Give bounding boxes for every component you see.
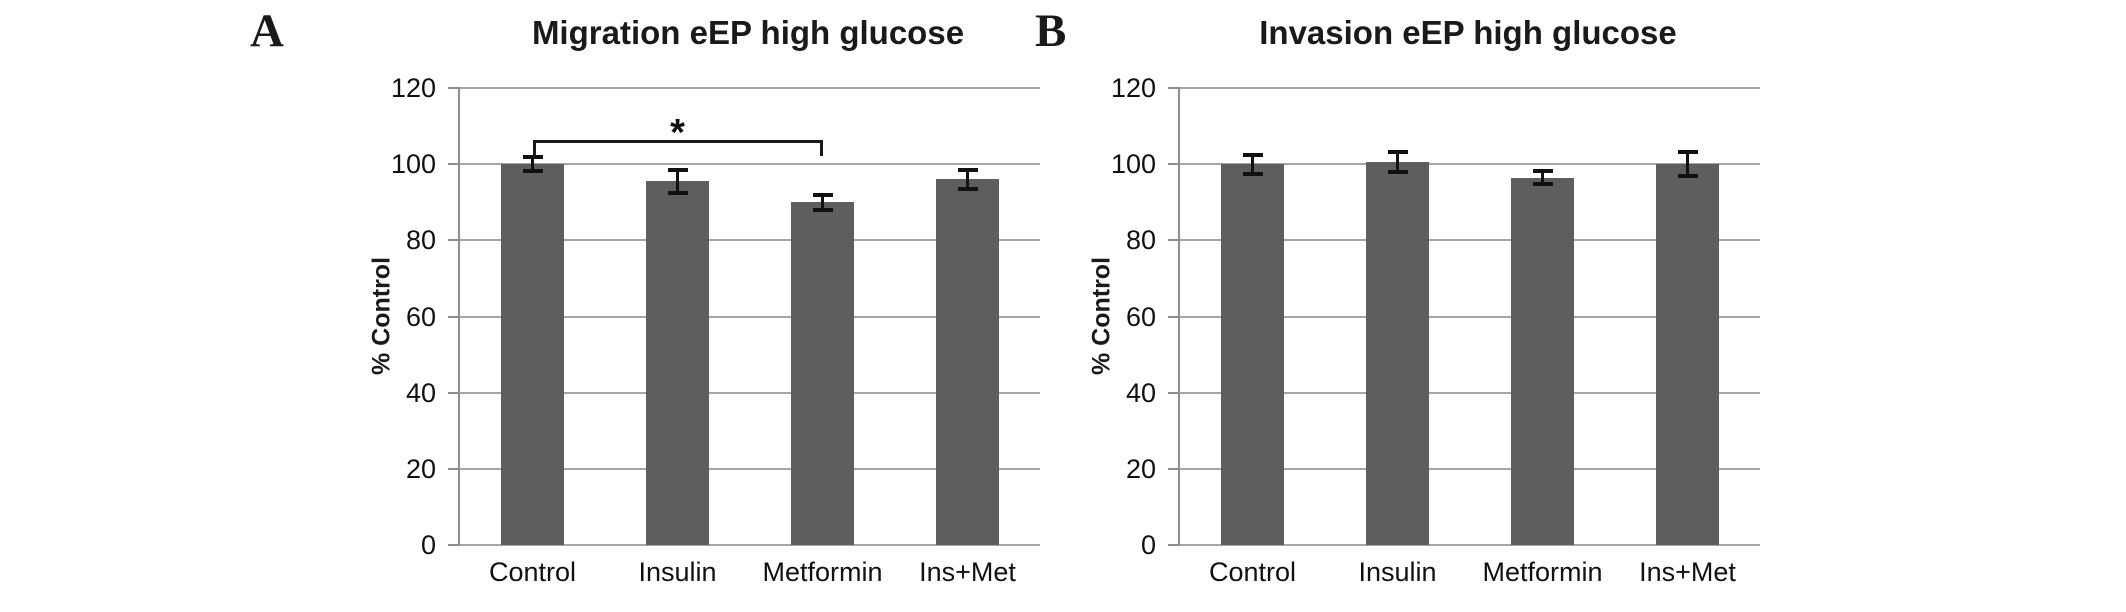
y-tick-mark-80 [1168, 239, 1180, 242]
y-tick-mark-80 [448, 239, 460, 242]
error-bar-ins-met [966, 169, 969, 189]
gridline-60 [1180, 315, 1760, 318]
panel-b-chart-title: Invasion eEP high glucose [1259, 14, 1677, 51]
y-tick-mark-120 [448, 87, 460, 89]
gridline-20 [1180, 467, 1760, 470]
panel-a: A Migration eEP high glucose % Control 0… [245, 8, 1045, 608]
error-bar-cap-bottom-ins-met [957, 186, 978, 191]
y-tick-label-100: 100 [390, 149, 436, 180]
x-tick-label-insulin: Insulin [1358, 557, 1437, 587]
x-tick-label-control: Control [1208, 557, 1297, 587]
y-tick-mark-0 [1168, 544, 1180, 546]
y-tick-label-40: 40 [1125, 377, 1156, 408]
x-tick-label-metformin: Metformin [1482, 557, 1603, 587]
y-tick-mark-40 [448, 391, 460, 394]
gridline-0 [1180, 544, 1760, 546]
y-tick-mark-20 [1168, 467, 1180, 470]
significance-bracket [532, 140, 823, 157]
error-bar-insulin [676, 169, 679, 193]
y-tick-label-60: 60 [405, 301, 436, 332]
gridline-100 [460, 163, 1040, 166]
y-tick-label-20: 20 [1125, 453, 1156, 484]
y-tick-mark-120 [1168, 87, 1180, 89]
bar-metformin [791, 202, 854, 545]
error-bar-cap-bottom-control [1242, 171, 1263, 176]
bar-insulin [646, 181, 709, 545]
x-tick-label-insulin: Insulin [638, 557, 717, 587]
y-tick-mark-60 [1168, 315, 1180, 318]
error-bar-cap-top-metformin [812, 192, 833, 197]
error-bar-ins-met [1686, 151, 1689, 177]
gridline-60 [460, 315, 1040, 318]
x-tick-label-metformin: Metformin [762, 557, 883, 587]
gridline-80 [1180, 239, 1760, 242]
y-tick-label-100: 100 [1110, 149, 1156, 180]
y-tick-mark-100 [448, 163, 460, 166]
y-tick-label-60: 60 [1125, 301, 1156, 332]
x-tick-label-ins-met: Ins+Met [1639, 557, 1736, 587]
error-bar-metformin [821, 194, 824, 210]
y-tick-label-80: 80 [1125, 225, 1156, 256]
gridline-40 [1180, 391, 1760, 394]
bar-ins-met [936, 179, 999, 545]
error-bar-cap-bottom-metformin [812, 207, 833, 212]
error-bar-cap-bottom-insulin [667, 190, 688, 195]
y-tick-mark-20 [448, 467, 460, 470]
y-tick-label-120: 120 [390, 73, 436, 103]
error-bar-control [531, 157, 534, 171]
y-tick-label-40: 40 [405, 377, 436, 408]
error-bar-insulin [1396, 152, 1399, 173]
y-tick-mark-100 [1168, 163, 1180, 166]
error-bar-cap-top-insulin [667, 167, 688, 172]
error-bar-cap-top-insulin [1387, 150, 1408, 155]
y-tick-label-120: 120 [1110, 73, 1156, 103]
error-bar-cap-top-control [522, 155, 543, 160]
panel-a-label: A [250, 5, 284, 57]
x-tick-label-ins-met: Ins+Met [919, 557, 1016, 587]
gridline-20 [460, 467, 1040, 470]
gridline-40 [460, 391, 1040, 394]
gridline-100 [1180, 163, 1760, 166]
gridline-120 [460, 87, 1040, 89]
error-bar-cap-bottom-metformin [1532, 182, 1553, 187]
gridline-0 [460, 544, 1040, 546]
y-tick-label-80: 80 [405, 225, 436, 256]
y-tick-mark-60 [448, 315, 460, 318]
error-bar-cap-top-metformin [1532, 168, 1553, 173]
panel-b-label: B [1035, 5, 1067, 57]
bar-control [501, 164, 564, 545]
error-bar-cap-top-control [1242, 152, 1263, 157]
error-bar-cap-top-ins-met [957, 167, 978, 172]
error-bar-cap-bottom-ins-met [1677, 174, 1698, 179]
y-tick-label-20: 20 [405, 453, 436, 484]
error-bar-control [1251, 154, 1254, 174]
gridline-120 [1180, 87, 1760, 89]
gridline-80 [460, 239, 1040, 242]
y-tick-label-0: 0 [420, 530, 436, 560]
bar-control [1221, 164, 1284, 545]
panel-a-chart-title: Migration eEP high glucose [531, 14, 965, 51]
error-bar-cap-bottom-control [522, 169, 543, 174]
x-tick-label-control: Control [488, 557, 577, 587]
bar-insulin [1366, 162, 1429, 545]
y-tick-mark-40 [1168, 391, 1180, 394]
bar-ins-met [1656, 164, 1719, 545]
error-bar-cap-bottom-insulin [1387, 170, 1408, 175]
error-bar-cap-top-ins-met [1677, 149, 1698, 154]
y-tick-label-0: 0 [1140, 530, 1156, 560]
panel-a-plot-area: 0 20 40 60 80 100 120 Control Insulin Metformin In… [391, 75, 1040, 587]
bar-metformin [1511, 177, 1574, 545]
error-bar-metformin [1541, 170, 1544, 185]
y-tick-mark-0 [448, 544, 460, 546]
panel-b-plot-area: 0 20 40 60 80 100 120 Control Insulin Metformin In… [1111, 75, 1760, 587]
significance-asterisk: * [670, 112, 685, 155]
